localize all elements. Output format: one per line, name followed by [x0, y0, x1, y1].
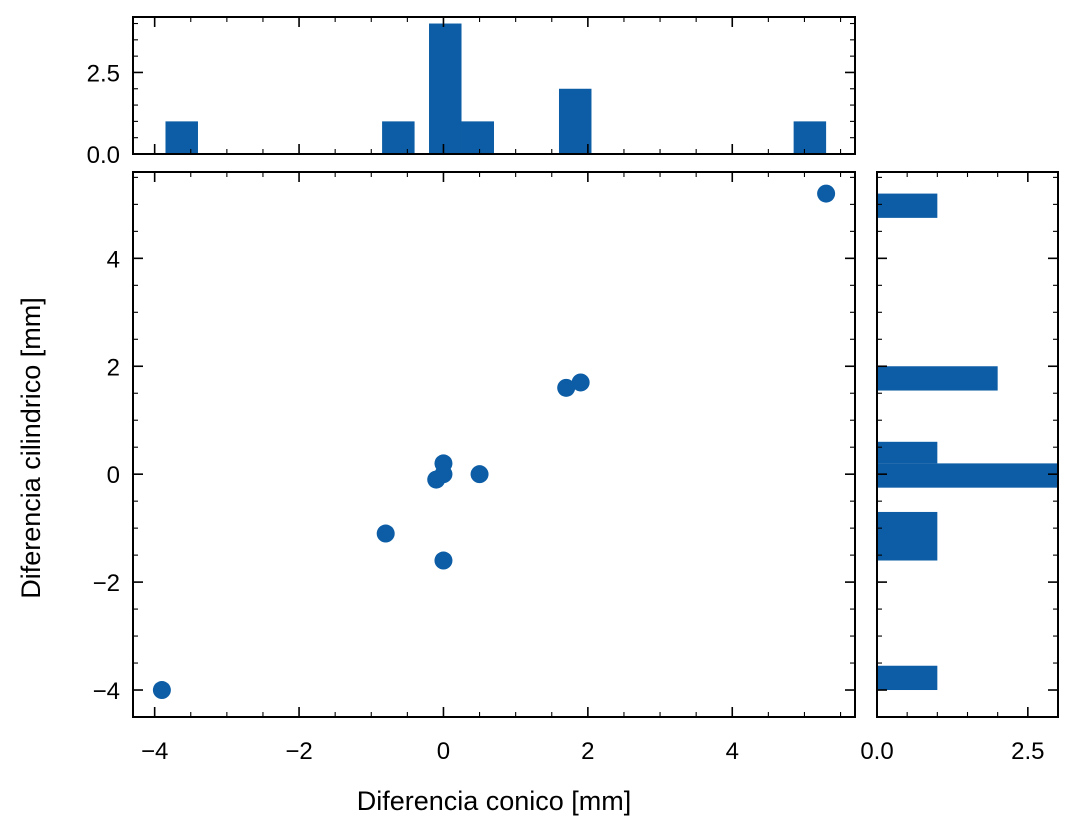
top-hist-y-tick-label: 2.5: [87, 60, 120, 87]
scatter-frame: [132, 171, 856, 718]
y-tick-label: −2: [93, 570, 120, 597]
y-axis-label: Diferencia cilindrico [mm]: [16, 297, 46, 599]
x-axis-label: Diferencia conico [mm]: [357, 786, 632, 816]
right-histogram-frame: [876, 171, 1059, 718]
scatter-point: [434, 551, 453, 570]
top-histogram: 0.0 2.5: [87, 16, 856, 169]
x-tick-label: 2: [581, 738, 594, 765]
scatter-point: [376, 524, 395, 543]
right-histogram-bar: [877, 193, 938, 218]
right-histogram-bar: [877, 665, 938, 691]
top-histogram-bar: [429, 23, 462, 155]
scatter-points: [152, 184, 836, 700]
y-tick-label: 2: [107, 354, 120, 381]
top-histogram-bars: [165, 23, 827, 155]
scatter-point: [434, 454, 453, 473]
x-tick-label: −2: [285, 738, 312, 765]
right-histogram: 0.0 2.5: [860, 171, 1059, 765]
scatter-point: [470, 465, 489, 484]
x-tick-label: 4: [726, 738, 739, 765]
scatter-point: [557, 378, 576, 397]
right-histogram-bars: [877, 193, 1058, 691]
y-tick-label: 4: [107, 246, 120, 273]
right-hist-x-tick-label: 0.0: [860, 738, 893, 765]
top-histogram-bar: [165, 121, 198, 154]
right-histogram-bar: [877, 441, 938, 464]
scatter-plot: −4 −2 0 2 4 −4 −2 0 2 4 Diferencia conico [mm] Di…: [16, 171, 856, 816]
right-hist-x-tick-label: 2.5: [1011, 738, 1044, 765]
top-histogram-bar: [793, 121, 827, 154]
top-histogram-frame: [132, 16, 856, 155]
scatter-point: [152, 681, 171, 700]
right-histogram-bar: [877, 511, 938, 561]
y-tick-label: −4: [93, 678, 120, 705]
top-histogram-bar: [461, 121, 494, 154]
x-tick-label: 0: [437, 738, 450, 765]
scatter-point: [817, 184, 836, 203]
top-histogram-bar: [558, 88, 592, 154]
right-histogram-bar: [877, 366, 998, 391]
x-tick-label: −4: [141, 738, 168, 765]
top-histogram-bar: [382, 121, 415, 154]
y-tick-label: 0: [107, 462, 120, 489]
top-hist-y-tick-label: 0.0: [87, 142, 120, 169]
top-histogram-ticks: 0.0 2.5: [87, 17, 855, 169]
right-histogram-bar: [877, 463, 1058, 488]
scatter-point: [571, 373, 590, 392]
